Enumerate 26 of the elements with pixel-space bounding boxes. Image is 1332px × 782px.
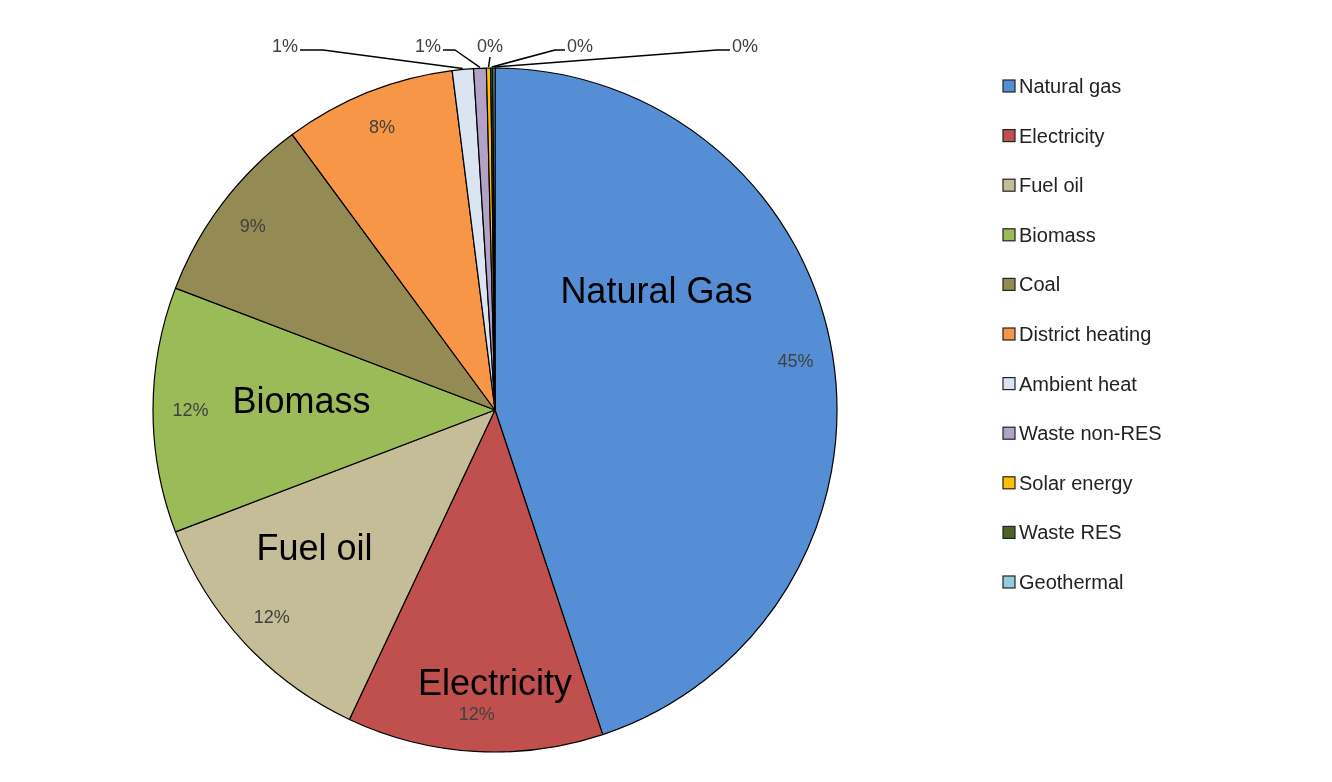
- data-label: 1%: [414, 36, 442, 56]
- legend-label: Solar energy: [1019, 471, 1133, 494]
- data-label: 0%: [476, 36, 504, 56]
- legend-label: Ambient heat: [1019, 372, 1138, 395]
- legend-label: Geothermal: [1019, 571, 1124, 593]
- legend-label: Coal: [1019, 273, 1061, 296]
- data-label: 12%: [253, 606, 290, 627]
- text: Electricity: [417, 661, 573, 703]
- data-label: 8%: [369, 117, 396, 138]
- legend-label: Biomass: [1019, 223, 1096, 246]
- text: Fuel oil: [256, 526, 373, 568]
- data-label: 9%: [239, 215, 266, 236]
- legend-label: Waste RES: [1019, 521, 1122, 544]
- legend-label: Electricity: [1019, 124, 1105, 147]
- legend-label: Waste non-RES: [1019, 422, 1162, 445]
- data-label: 0%: [731, 36, 759, 56]
- data-label: 12%: [172, 400, 209, 420]
- text: Biomass: [232, 379, 371, 421]
- data-label: 12%: [458, 703, 495, 724]
- text: Natural Gas: [560, 269, 753, 311]
- legend-label: District heating: [1019, 323, 1152, 345]
- data-label: 0%: [566, 36, 594, 56]
- legend-label: Fuel oil: [1019, 174, 1084, 197]
- legend-label: Natural gas: [1019, 75, 1122, 97]
- data-label: 45%: [777, 351, 814, 372]
- data-label: 1%: [271, 36, 299, 56]
